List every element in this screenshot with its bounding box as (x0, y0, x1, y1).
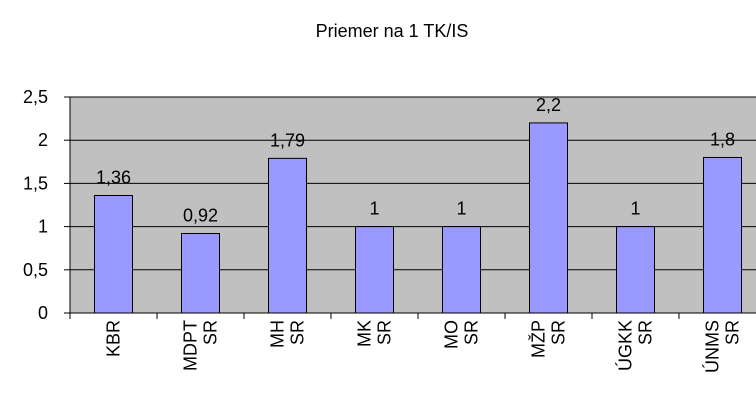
y-tick-label: 1 (38, 217, 48, 237)
y-tick-label: 0 (38, 303, 48, 323)
bar (442, 226, 481, 314)
x-tick-label: MHSR (268, 320, 308, 348)
x-tick-label: KBR (104, 320, 124, 357)
bar (703, 156, 742, 314)
bar (94, 194, 133, 314)
y-tick-label: 0,5 (23, 260, 48, 280)
data-label: 1,36 (96, 167, 131, 187)
chart-title: Priemer na 1 TK/IS (316, 21, 469, 41)
y-tick-label: 1,5 (23, 173, 48, 193)
bar (355, 226, 394, 314)
x-tick-label: MŽPSR (529, 320, 569, 358)
bar (268, 157, 307, 314)
x-tick-label: MKSR (355, 320, 395, 347)
data-label: 1 (456, 199, 466, 219)
x-tick-label: ÚGKKSR (615, 320, 656, 371)
data-label: 1,79 (270, 130, 305, 150)
x-tick-label: MDPTSR (181, 320, 221, 371)
bar (529, 122, 568, 314)
data-label: 0,92 (183, 206, 218, 226)
bar (181, 233, 220, 314)
data-label: 2,2 (536, 95, 561, 115)
bar (616, 226, 655, 314)
y-tick-label: 2,5 (23, 87, 48, 107)
data-label: 1 (630, 199, 640, 219)
x-tick-label: ÚNMSSR (702, 320, 743, 373)
data-label: 1,8 (710, 129, 735, 149)
data-label: 1 (369, 199, 379, 219)
x-tick-label: MOSR (442, 320, 482, 349)
y-tick-label: 2 (38, 130, 48, 150)
